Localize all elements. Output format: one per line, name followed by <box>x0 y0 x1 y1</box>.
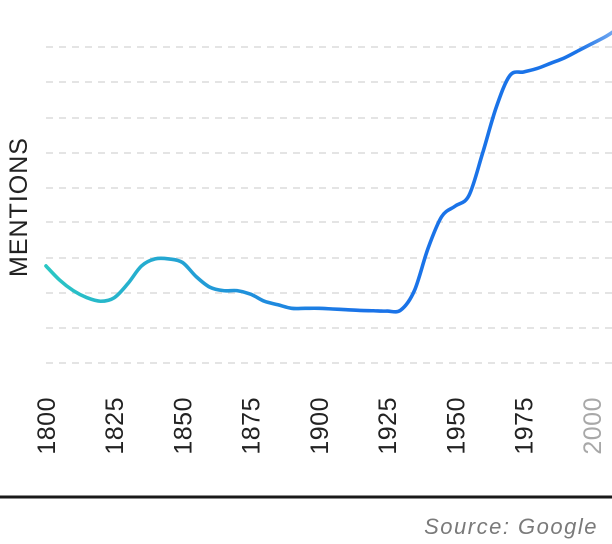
x-axis-ticks: 1800 1825 1850 1875 1900 1925 1950 1975 2000 <box>33 397 607 455</box>
x-tick-label: 1800 <box>33 397 61 455</box>
source-caption: Source: Google <box>424 514 598 539</box>
x-tick-label: 1975 <box>511 397 539 455</box>
x-tick-label: 1850 <box>169 397 197 455</box>
x-tick-label: 1950 <box>442 397 470 455</box>
series-line <box>44 30 612 314</box>
x-tick-label: 2000 <box>579 397 607 455</box>
x-tick-label: 1925 <box>374 397 402 455</box>
x-tick-label: 1900 <box>306 397 334 455</box>
gridlines <box>46 46 612 364</box>
x-tick-label: 1875 <box>238 397 266 455</box>
y-axis-label: MENTIONS <box>5 137 33 277</box>
x-tick-label: 1825 <box>101 397 129 455</box>
